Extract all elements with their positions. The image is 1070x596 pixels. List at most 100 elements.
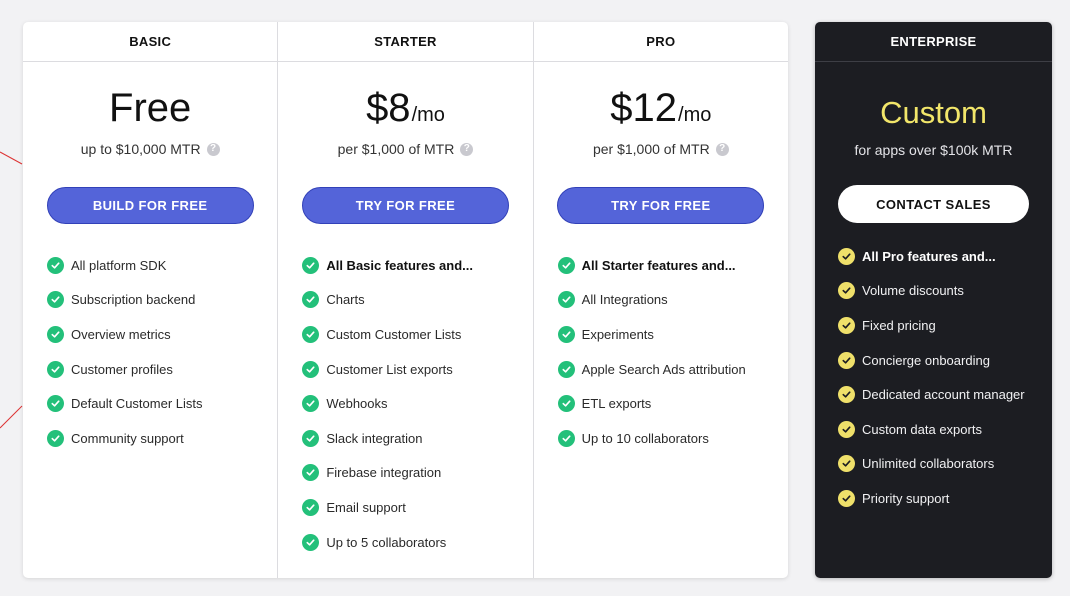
try-for-free-button-starter[interactable]: TRY FOR FREE — [301, 187, 509, 224]
feature-label: Slack integration — [326, 430, 423, 446]
price-note-text: per $1,000 of MTR — [592, 141, 710, 157]
check-icon — [838, 282, 855, 300]
feature-item: Concierge onboarding — [838, 343, 1052, 378]
feature-item: Custom data exports — [838, 412, 1052, 447]
try-for-free-button-pro[interactable]: TRY FOR FREE — [557, 187, 765, 224]
plan-name: ENTERPRISE — [815, 22, 1052, 62]
check-icon — [838, 316, 855, 334]
price-amount: Custom — [880, 95, 987, 130]
decorative-line — [0, 151, 23, 429]
feature-item: Subscription backend — [47, 283, 277, 318]
feature-label: Firebase integration — [326, 465, 442, 481]
feature-label: All Starter features and... — [581, 257, 736, 273]
feature-label: Experiments — [581, 326, 654, 342]
check-icon — [302, 464, 320, 482]
feature-label: Apple Search Ads attribution — [581, 361, 746, 377]
price-block: Free up to $10,000 MTR ? — [23, 62, 277, 157]
feature-label: Up to 10 collaborators — [581, 430, 709, 446]
check-icon — [47, 429, 64, 447]
feature-item: All Starter features and... — [557, 248, 788, 283]
feature-item: Apple Search Ads attribution — [557, 352, 788, 387]
feature-item: All platform SDK — [47, 248, 277, 283]
feature-list: All platform SDK Subscription backend Ov… — [23, 248, 277, 456]
feature-label: Priority support — [862, 490, 950, 506]
feature-item: Custom Customer Lists — [302, 317, 532, 352]
check-icon — [838, 489, 855, 507]
check-icon — [557, 325, 575, 343]
check-icon — [557, 256, 575, 274]
pricing-card-group: BASIC Free up to $10,000 MTR ? BUILD FOR… — [23, 22, 788, 578]
feature-item: Webhooks — [302, 386, 532, 421]
feature-item: Customer List exports — [302, 352, 532, 387]
feature-item: Volume discounts — [838, 274, 1052, 309]
price-amount: $8 — [366, 86, 411, 130]
feature-label: Customer profiles — [71, 361, 173, 377]
price-note: up to $10,000 MTR ? — [81, 141, 220, 157]
feature-item: All Pro features and... — [838, 239, 1052, 274]
feature-list: All Starter features and... All Integrat… — [534, 248, 788, 456]
feature-label: Fixed pricing — [862, 317, 936, 333]
check-icon — [302, 291, 320, 309]
check-icon — [47, 325, 64, 343]
feature-label: Overview metrics — [71, 326, 171, 342]
check-icon — [838, 351, 855, 369]
check-icon — [302, 498, 320, 516]
feature-label: Dedicated account manager — [862, 387, 1025, 403]
check-icon — [838, 247, 855, 265]
feature-label: Unlimited collaborators — [862, 456, 995, 472]
feature-label: Custom data exports — [862, 421, 982, 437]
feature-item: Experiments — [557, 317, 788, 352]
feature-list: All Pro features and... Volume discounts… — [815, 239, 1052, 516]
feature-list: All Basic features and... Charts Custom … — [278, 248, 532, 559]
check-icon — [302, 429, 320, 447]
contact-sales-button[interactable]: CONTACT SALES — [838, 185, 1029, 223]
check-icon — [302, 533, 320, 551]
feature-item: Default Customer Lists — [47, 386, 277, 421]
check-icon — [838, 386, 855, 404]
price-note-text: per $1,000 of MTR — [337, 141, 455, 157]
feature-item: Charts — [302, 283, 532, 318]
feature-label: Webhooks — [326, 396, 388, 412]
price-note-text: for apps over $100k MTR — [854, 142, 1013, 158]
feature-item: Overview metrics — [47, 317, 277, 352]
feature-label: Volume discounts — [862, 283, 964, 299]
plan-price: $8/mo — [366, 88, 445, 128]
feature-label: All platform SDK — [71, 257, 167, 273]
feature-label: Community support — [71, 430, 184, 446]
feature-item: Slack integration — [302, 421, 532, 456]
feature-label: All Pro features and... — [862, 248, 996, 264]
feature-item: ETL exports — [557, 386, 788, 421]
check-icon — [838, 455, 855, 473]
feature-item: Unlimited collaborators — [838, 447, 1052, 482]
check-icon — [557, 291, 575, 309]
feature-item: Dedicated account manager — [838, 377, 1052, 412]
help-icon[interactable]: ? — [715, 142, 729, 156]
feature-item: Priority support — [838, 481, 1052, 516]
plan-starter: STARTER $8/mo per $1,000 of MTR ? TRY FO… — [277, 22, 533, 578]
feature-label: Customer List exports — [326, 361, 453, 377]
check-icon — [47, 360, 64, 378]
plan-pro: PRO $12/mo per $1,000 of MTR ? TRY FOR F… — [532, 22, 788, 578]
price-block: $12/mo per $1,000 of MTR ? — [534, 62, 788, 157]
feature-label: Subscription backend — [71, 292, 196, 308]
feature-item: Up to 10 collaborators — [557, 421, 788, 456]
feature-item: Firebase integration — [302, 456, 532, 491]
help-icon[interactable]: ? — [460, 142, 474, 156]
feature-item: Customer profiles — [47, 352, 277, 387]
feature-label: Email support — [326, 499, 406, 515]
feature-item: Email support — [302, 490, 532, 525]
feature-item: Community support — [47, 421, 277, 456]
check-icon — [557, 360, 575, 378]
price-note: per $1,000 of MTR ? — [593, 141, 729, 157]
price-note-text: up to $10,000 MTR — [80, 141, 201, 157]
check-icon — [302, 256, 320, 274]
feature-label: ETL exports — [581, 396, 652, 412]
build-for-free-button[interactable]: BUILD FOR FREE — [46, 187, 254, 224]
help-icon[interactable]: ? — [206, 142, 220, 156]
feature-label: Charts — [326, 292, 365, 308]
check-icon — [47, 291, 64, 309]
feature-label: Custom Customer Lists — [326, 326, 462, 342]
price-amount: Free — [109, 86, 192, 130]
price-unit: /mo — [411, 104, 445, 126]
